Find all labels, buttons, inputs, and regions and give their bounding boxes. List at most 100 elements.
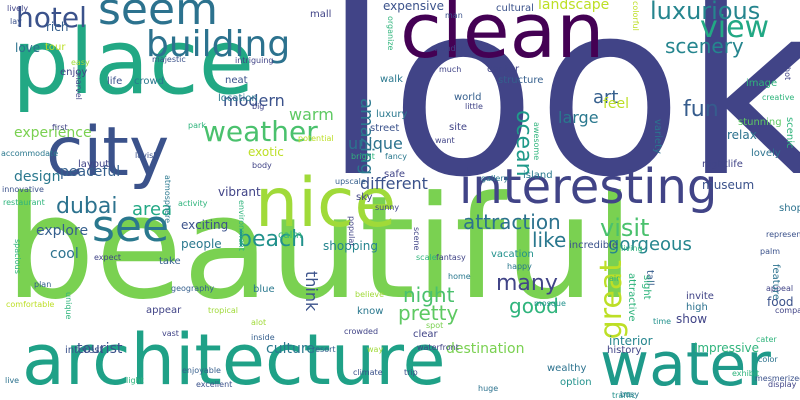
cloud-word: climate: [353, 368, 383, 377]
cloud-word: blue: [253, 284, 275, 295]
cloud-word: compare: [775, 306, 800, 315]
cloud-word: culture: [266, 341, 315, 357]
cloud-word: take: [159, 256, 181, 267]
cloud-word: exotic: [248, 145, 284, 159]
cloud-word: high: [686, 302, 708, 313]
cloud-word: rich: [46, 20, 69, 34]
cloud-word: mesmerized: [755, 374, 800, 383]
cloud-word: visit: [600, 214, 650, 242]
cloud-word: hot: [783, 67, 792, 81]
cloud-word: huge: [478, 384, 499, 393]
cloud-word: unique: [64, 292, 73, 320]
cloud-word: palm: [760, 247, 780, 256]
cloud-word: beach: [238, 227, 306, 252]
cloud-word: center: [487, 64, 520, 75]
cloud-word: display: [768, 380, 797, 389]
cloud-word: body: [252, 161, 272, 170]
cloud-word: awesome: [532, 122, 541, 161]
cloud-word: colorful: [631, 1, 640, 31]
cloud-word: location: [218, 93, 258, 104]
cloud-word: love: [15, 41, 41, 55]
cloud-word: little: [465, 102, 483, 111]
cloud-word: home: [448, 272, 471, 281]
cloud-word: enjoy: [60, 67, 88, 78]
cloud-word: tour: [45, 42, 66, 53]
cloud-word: nice: [255, 164, 397, 243]
cloud-word: time: [653, 317, 672, 326]
cloud-word: great: [594, 260, 629, 340]
cloud-word: inside: [251, 333, 275, 342]
cloud-word: upscale: [335, 177, 366, 186]
cloud-word: stunning: [738, 117, 782, 128]
cloud-word: big: [252, 102, 265, 111]
cloud-word: interior: [609, 334, 653, 348]
cloud-word: scenery: [665, 34, 744, 58]
cloud-word: exciting: [181, 218, 229, 232]
cloud-word: organize: [386, 16, 395, 51]
cloud-word: expensive: [383, 0, 444, 13]
cloud-word: lovely: [751, 148, 781, 159]
cloud-word: architecture: [22, 319, 446, 400]
cloud-word: spacious: [13, 239, 22, 274]
cloud-word: majestic: [152, 55, 186, 64]
cloud-word: gorgeous: [608, 234, 692, 255]
cloud-word: weather: [203, 115, 318, 148]
cloud-word: mosque: [534, 299, 566, 308]
cloud-word: water: [600, 330, 771, 400]
cloud-word: mall: [310, 9, 332, 20]
cloud-word: sky: [356, 192, 373, 203]
cloud-word: hotel: [16, 1, 87, 34]
cloud-word: tourist: [77, 341, 123, 357]
cloud-word: incredible: [569, 240, 619, 251]
cloud-word: modern: [223, 91, 285, 110]
cloud-word: clear: [413, 329, 438, 340]
cloud-word: innovative: [2, 185, 44, 194]
cloud-word: seem: [98, 0, 218, 35]
cloud-word: busy: [620, 390, 640, 399]
cloud-word: resort: [312, 345, 336, 354]
cloud-word: crowd: [134, 76, 165, 87]
cloud-word: impressive: [694, 341, 760, 355]
cloud-word: bright: [351, 152, 375, 161]
cloud-word: clean: [400, 0, 605, 75]
cloud-word: destination: [446, 341, 525, 357]
cloud-word: shopping: [323, 239, 378, 253]
cloud-word: people: [181, 237, 222, 251]
cloud-word: interesting: [459, 159, 718, 215]
cloud-word: live: [5, 376, 20, 385]
cloud-word: luxurious: [650, 0, 761, 25]
cloud-word: design: [14, 169, 61, 185]
cloud-word: plan: [34, 280, 52, 289]
cloud-word: pretty: [398, 301, 459, 325]
cloud-word: believe: [355, 290, 385, 299]
cloud-word: intriguing: [235, 56, 274, 65]
cloud-word: city: [46, 113, 170, 192]
cloud-word: walk: [380, 74, 403, 85]
cloud-word: alot: [251, 318, 267, 327]
cloud-word: vast: [162, 329, 179, 338]
cloud-word: expect: [94, 253, 122, 262]
cloud-word: park: [188, 121, 206, 130]
cloud-word: attraction: [463, 210, 561, 234]
cloud-word: sight: [641, 275, 652, 300]
cloud-word: invite: [686, 291, 714, 302]
cloud-word: lavish: [135, 151, 159, 160]
cloud-word: view: [700, 10, 770, 45]
cloud-word: tropical: [208, 306, 238, 315]
cloud-word: fancy: [385, 152, 407, 161]
cloud-word: cultural: [496, 3, 534, 14]
cloud-word: excellent: [196, 380, 233, 389]
cloud-word: comfortable: [6, 300, 55, 309]
cloud-word: world: [454, 92, 482, 103]
cloud-word: different: [360, 174, 428, 193]
cloud-word: color: [758, 355, 778, 364]
cloud-word: want: [435, 136, 455, 145]
cloud-word: layout: [78, 159, 110, 170]
cloud-word: lively: [7, 4, 29, 13]
cloud-word: image: [746, 78, 778, 89]
cloud-word: art: [593, 87, 619, 108]
cloud-word: cool: [50, 246, 79, 262]
cloud-word: food: [767, 295, 794, 309]
cloud-word: easy: [71, 58, 90, 67]
